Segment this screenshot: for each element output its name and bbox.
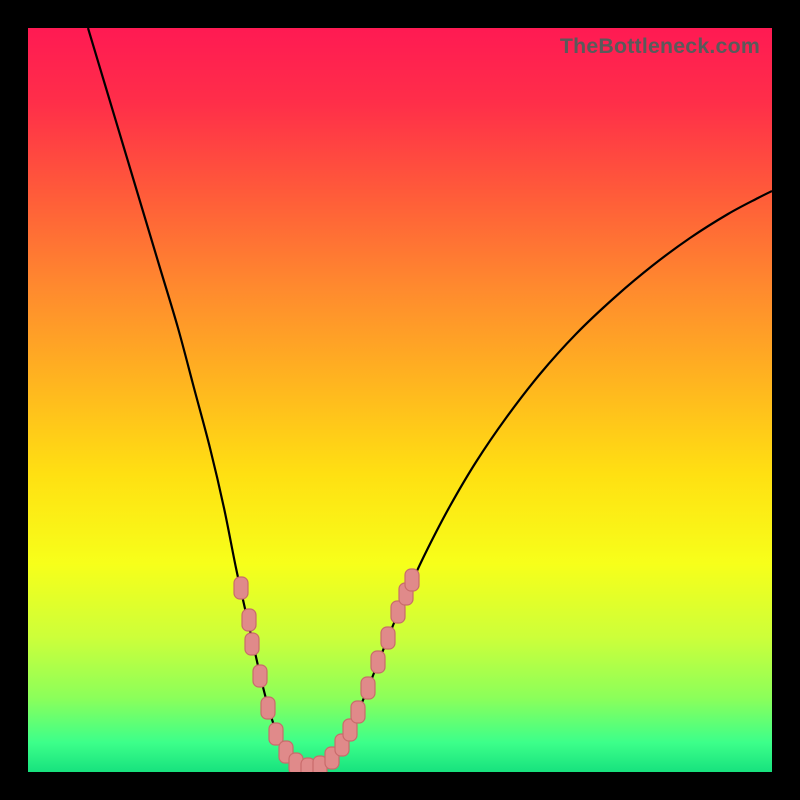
curve-markers xyxy=(234,569,419,772)
curve-marker xyxy=(261,697,275,719)
curve-marker xyxy=(361,677,375,699)
curve-marker xyxy=(381,627,395,649)
curve-marker xyxy=(351,701,365,723)
curve-marker xyxy=(242,609,256,631)
curve-marker xyxy=(234,577,248,599)
curve-marker xyxy=(269,723,283,745)
curve-marker xyxy=(371,651,385,673)
curve-marker xyxy=(253,665,267,687)
bottleneck-curve xyxy=(88,28,772,769)
watermark-text: TheBottleneck.com xyxy=(560,34,760,59)
curve-marker xyxy=(245,633,259,655)
curve-marker xyxy=(405,569,419,591)
chart-svg xyxy=(28,28,772,772)
chart-frame: TheBottleneck.com xyxy=(0,0,800,800)
plot-area: TheBottleneck.com xyxy=(28,28,772,772)
